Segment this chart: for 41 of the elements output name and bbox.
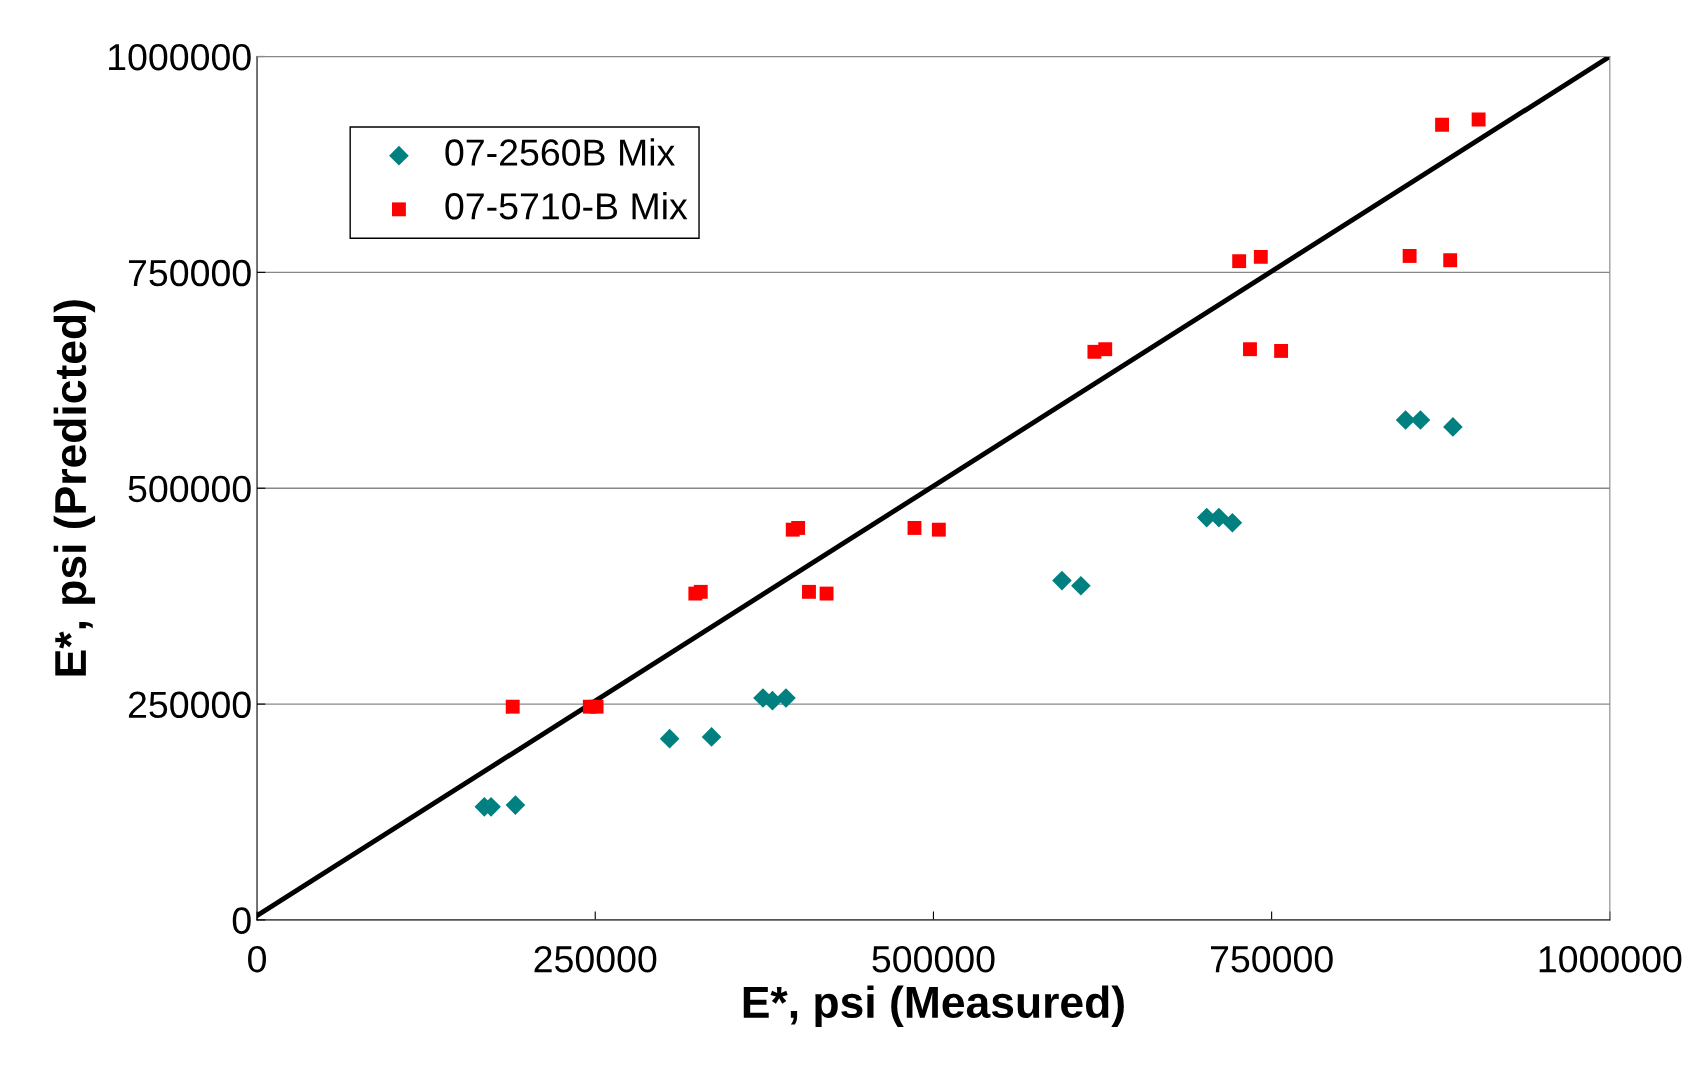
legend-label: 07-5710-B Mix (445, 192, 688, 220)
point (505, 699, 520, 714)
point (1395, 410, 1416, 430)
x-tick-label: 500000 (872, 945, 995, 973)
x-tick-label: 750000 (1210, 945, 1333, 973)
point (1402, 249, 1417, 263)
y-axis-title: E*, psi (Predicted) (53, 300, 96, 676)
point (1232, 254, 1247, 269)
y-tick-label: 750000 (128, 259, 251, 287)
point (1443, 417, 1463, 437)
x-axis-title: E*, psi (Measured) (743, 985, 1124, 1027)
point (1443, 253, 1458, 268)
point (802, 584, 816, 599)
point (1274, 343, 1289, 358)
point (791, 521, 806, 535)
point (1222, 512, 1243, 533)
point (1243, 342, 1257, 357)
point (1435, 117, 1450, 132)
point (1071, 575, 1091, 596)
point (819, 586, 834, 601)
x-tick-label: 1000000 (1539, 945, 1682, 973)
point (907, 521, 922, 535)
y-tick-label: 0 (232, 907, 251, 934)
point (693, 584, 708, 599)
point (931, 522, 946, 537)
point (1098, 342, 1113, 357)
point (659, 728, 680, 749)
y-tick-label: 250000 (128, 691, 251, 719)
point (589, 699, 604, 714)
point (1253, 249, 1268, 264)
point (1410, 410, 1431, 430)
x-tick-label: 250000 (534, 945, 657, 973)
point (776, 688, 796, 708)
point (505, 795, 526, 815)
point (701, 727, 722, 747)
point (1209, 507, 1229, 528)
y-tick-label: 500000 (128, 475, 251, 503)
point (1052, 570, 1072, 591)
legend-label: 07-2560B Mix (445, 138, 675, 166)
y-tick-label: 1000000 (109, 43, 251, 71)
point (1471, 112, 1486, 127)
